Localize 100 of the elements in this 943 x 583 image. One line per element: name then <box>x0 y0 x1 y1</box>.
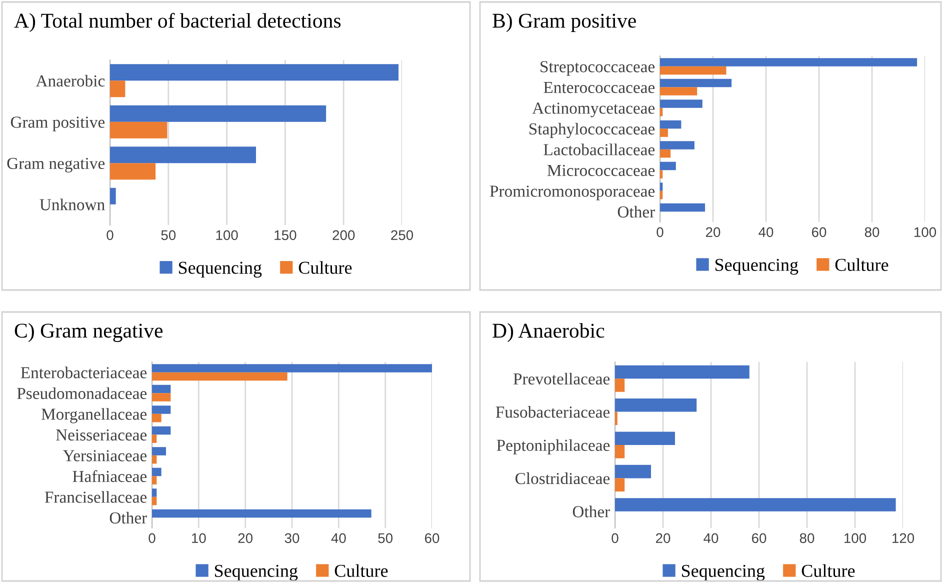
y-tick-label: Anaerobic <box>36 74 105 87</box>
bar <box>615 398 697 412</box>
x-tick-label: 60 <box>812 227 826 238</box>
x-tick-label: 10 <box>192 533 206 544</box>
legend-label: Culture <box>298 261 352 274</box>
bar <box>110 105 326 122</box>
x-tick-label: 20 <box>238 533 253 544</box>
x-tick-label: 0 <box>106 230 114 240</box>
bar <box>660 170 663 178</box>
bar <box>110 122 168 138</box>
y-tick-label: Unknown <box>40 198 105 210</box>
bar <box>660 108 663 116</box>
x-tick-label: 0 <box>148 533 156 544</box>
y-tick-label: Gram positive <box>10 116 105 132</box>
bar <box>152 488 157 497</box>
y-tick-label: Enterobacteriaceae <box>20 366 147 378</box>
x-tick-label: 100 <box>216 230 238 240</box>
bar <box>152 406 171 414</box>
bar <box>152 476 157 484</box>
bar <box>660 100 702 108</box>
bar <box>615 365 750 379</box>
x-tick-label: 50 <box>378 533 393 544</box>
x-tick-label: 150 <box>274 230 296 240</box>
bar <box>152 372 288 381</box>
legend-label: Sequencing <box>214 564 298 581</box>
x-tick-label: 40 <box>331 533 346 544</box>
legend-label: Sequencing <box>682 564 765 581</box>
y-tick-label: Other <box>110 512 147 524</box>
bar <box>110 146 256 164</box>
y-tick-label: Hafniaceae <box>72 470 147 482</box>
y-tick-label: Clostridiaceae <box>515 472 610 484</box>
y-tick-label: Prevotellaceae <box>513 372 610 385</box>
bar <box>110 64 398 81</box>
bar <box>615 378 625 392</box>
x-tick-label: 20 <box>656 533 670 544</box>
y-tick-label: Pseudomonadaceae <box>17 387 147 400</box>
bar <box>152 468 162 476</box>
y-tick-label: Peptoniphilaceae <box>496 439 610 454</box>
chart-title: D) Anaerobic <box>492 323 604 342</box>
y-tick-label: Micrococcaceae <box>547 164 655 176</box>
bar <box>152 455 157 464</box>
x-tick-label: 80 <box>864 227 880 238</box>
y-tick-label: Other <box>572 506 610 518</box>
chart-title: C) Gram negative <box>14 323 163 342</box>
y-tick-label: Fusobacteriaceae <box>496 406 610 418</box>
y-tick-label: Streptococcaceae <box>540 61 655 76</box>
bar <box>660 182 663 191</box>
x-tick-label: 40 <box>704 533 718 544</box>
bar <box>615 432 675 445</box>
x-tick-label: 200 <box>332 230 355 240</box>
bar <box>152 447 166 456</box>
bar <box>660 190 663 200</box>
x-tick-label: 20 <box>706 227 720 238</box>
y-tick-label: Promicromonosporaceae <box>490 186 655 200</box>
bar <box>615 498 896 512</box>
x-tick-label: 80 <box>800 533 814 544</box>
legend-label: Culture <box>835 258 888 271</box>
y-tick-label: Lactobacillaceae <box>544 144 655 156</box>
x-tick-label: 60 <box>752 533 766 544</box>
bar <box>660 128 668 137</box>
bar <box>660 78 732 88</box>
bar <box>615 464 651 478</box>
bar <box>660 162 676 170</box>
bar <box>152 393 171 402</box>
x-tick-label: 250 <box>391 230 414 240</box>
bar <box>615 478 625 492</box>
x-tick-label: 120 <box>892 533 914 544</box>
y-tick-label: Morganellaceae <box>41 408 147 424</box>
bar <box>152 496 157 506</box>
y-tick-label: Actinomycetaceae <box>532 102 655 118</box>
bar <box>152 364 432 372</box>
bar <box>152 434 157 443</box>
bar <box>660 141 694 150</box>
y-tick-label: Francisellaceae <box>44 491 147 503</box>
y-tick-label: Yersiniaceae <box>62 450 147 462</box>
bar <box>152 384 171 394</box>
bar <box>110 188 116 204</box>
bar <box>152 414 162 422</box>
bar <box>152 509 372 518</box>
bar <box>110 80 126 98</box>
bar <box>110 163 156 180</box>
x-tick-label: 100 <box>914 227 936 238</box>
x-tick-label: 0 <box>612 533 618 544</box>
legend-label: Culture <box>802 564 855 577</box>
x-tick-label: 0 <box>656 227 664 238</box>
bar <box>660 87 698 96</box>
legend-label: Sequencing <box>178 262 262 278</box>
x-tick-label: 40 <box>758 227 774 238</box>
bar <box>660 203 706 212</box>
bar <box>660 66 726 75</box>
y-tick-label: Enterococcaceae <box>544 82 655 94</box>
legend-label: Culture <box>334 564 388 577</box>
chart-title: A) Total number of bacterial detections <box>14 12 341 32</box>
x-tick-label: 50 <box>161 230 176 240</box>
x-tick-label: 60 <box>424 533 440 544</box>
chart-title: B) Gram positive <box>492 13 636 32</box>
bar <box>152 426 171 435</box>
y-tick-label: Gram negative <box>7 158 105 172</box>
y-tick-label: Neisseriaceae <box>56 429 147 441</box>
x-tick-label: 30 <box>284 533 300 544</box>
